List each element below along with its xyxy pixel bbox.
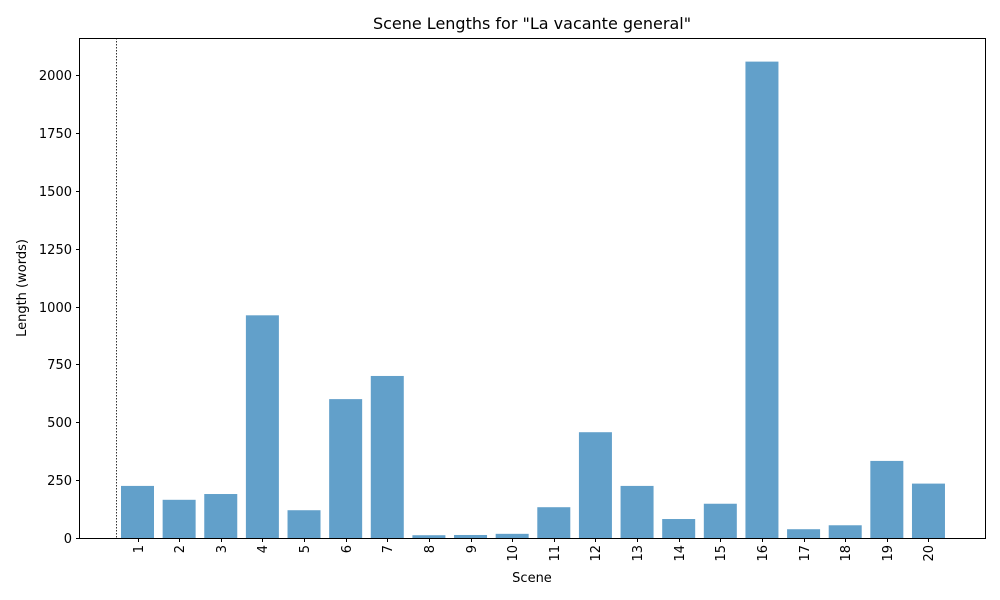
y-axis-ticks: 0 250 500 750 1000 1250 1500 1750 2000 <box>39 69 80 547</box>
y-tick-label: 1250 <box>39 243 72 258</box>
bar-scene-11 <box>537 507 571 538</box>
x-tick-label: 2 <box>173 545 188 553</box>
x-tick-label: 3 <box>215 545 230 553</box>
y-axis-label: Length (words) <box>15 239 30 337</box>
bar-scene-16 <box>745 61 779 538</box>
bar-scene-6 <box>329 399 363 538</box>
y-tick-label: 2000 <box>39 69 72 84</box>
x-tick-label: 20 <box>922 545 937 562</box>
x-tick-label: 18 <box>839 545 854 562</box>
x-tick-label: 10 <box>506 545 521 562</box>
y-tick-label: 1500 <box>39 185 72 200</box>
x-tick-label: 14 <box>673 545 688 562</box>
x-tick-label: 9 <box>465 545 480 553</box>
x-tick-label: 8 <box>423 545 438 553</box>
x-tick-label: 15 <box>714 545 729 562</box>
chart-title: Scene Lengths for "La vacante general" <box>373 14 691 33</box>
x-tick-label: 5 <box>298 545 313 553</box>
bar-scene-4 <box>245 315 279 538</box>
bar-scene-1 <box>121 485 154 538</box>
x-axis-label: Scene <box>512 571 552 586</box>
x-tick-label: 19 <box>881 545 896 562</box>
x-tick-label: 16 <box>756 545 771 562</box>
x-tick-label: 4 <box>256 545 271 553</box>
x-tick-label: 11 <box>548 545 563 562</box>
bars-group <box>121 61 945 538</box>
y-tick-label: 750 <box>47 358 72 373</box>
y-tick-label: 0 <box>64 532 72 547</box>
y-tick-label: 500 <box>47 416 72 431</box>
bar-scene-12 <box>578 432 612 538</box>
bar-scene-10 <box>495 533 529 538</box>
x-tick-label: 13 <box>631 545 646 562</box>
x-tick-label: 7 <box>381 545 396 553</box>
bar-scene-20 <box>911 483 945 538</box>
bar-scene-14 <box>662 519 696 538</box>
bar-scene-15 <box>703 503 737 538</box>
plot-frame <box>79 38 986 539</box>
bar-scene-19 <box>870 460 904 538</box>
y-tick-label: 1750 <box>39 127 72 142</box>
x-tick-label: 12 <box>589 545 604 562</box>
bar-scene-18 <box>828 525 862 538</box>
y-tick-label: 250 <box>47 474 72 489</box>
x-tick-label: 6 <box>340 545 355 553</box>
bar-scene-7 <box>370 375 404 538</box>
bar-scene-9 <box>454 534 488 538</box>
bar-scene-17 <box>787 529 821 538</box>
x-tick-label: 17 <box>798 545 813 562</box>
bar-scene-2 <box>162 499 196 538</box>
x-axis-ticks: 1 2 3 4 5 6 7 8 9 10 11 12 13 14 15 16 17 18 19 20 <box>132 538 937 562</box>
bar-scene-13 <box>620 485 654 538</box>
bar-scene-3 <box>204 494 238 538</box>
bar-scene-5 <box>287 510 321 538</box>
y-tick-label: 1000 <box>39 301 72 316</box>
bar-scene-8 <box>412 535 446 538</box>
x-tick-label: 1 <box>132 545 147 553</box>
